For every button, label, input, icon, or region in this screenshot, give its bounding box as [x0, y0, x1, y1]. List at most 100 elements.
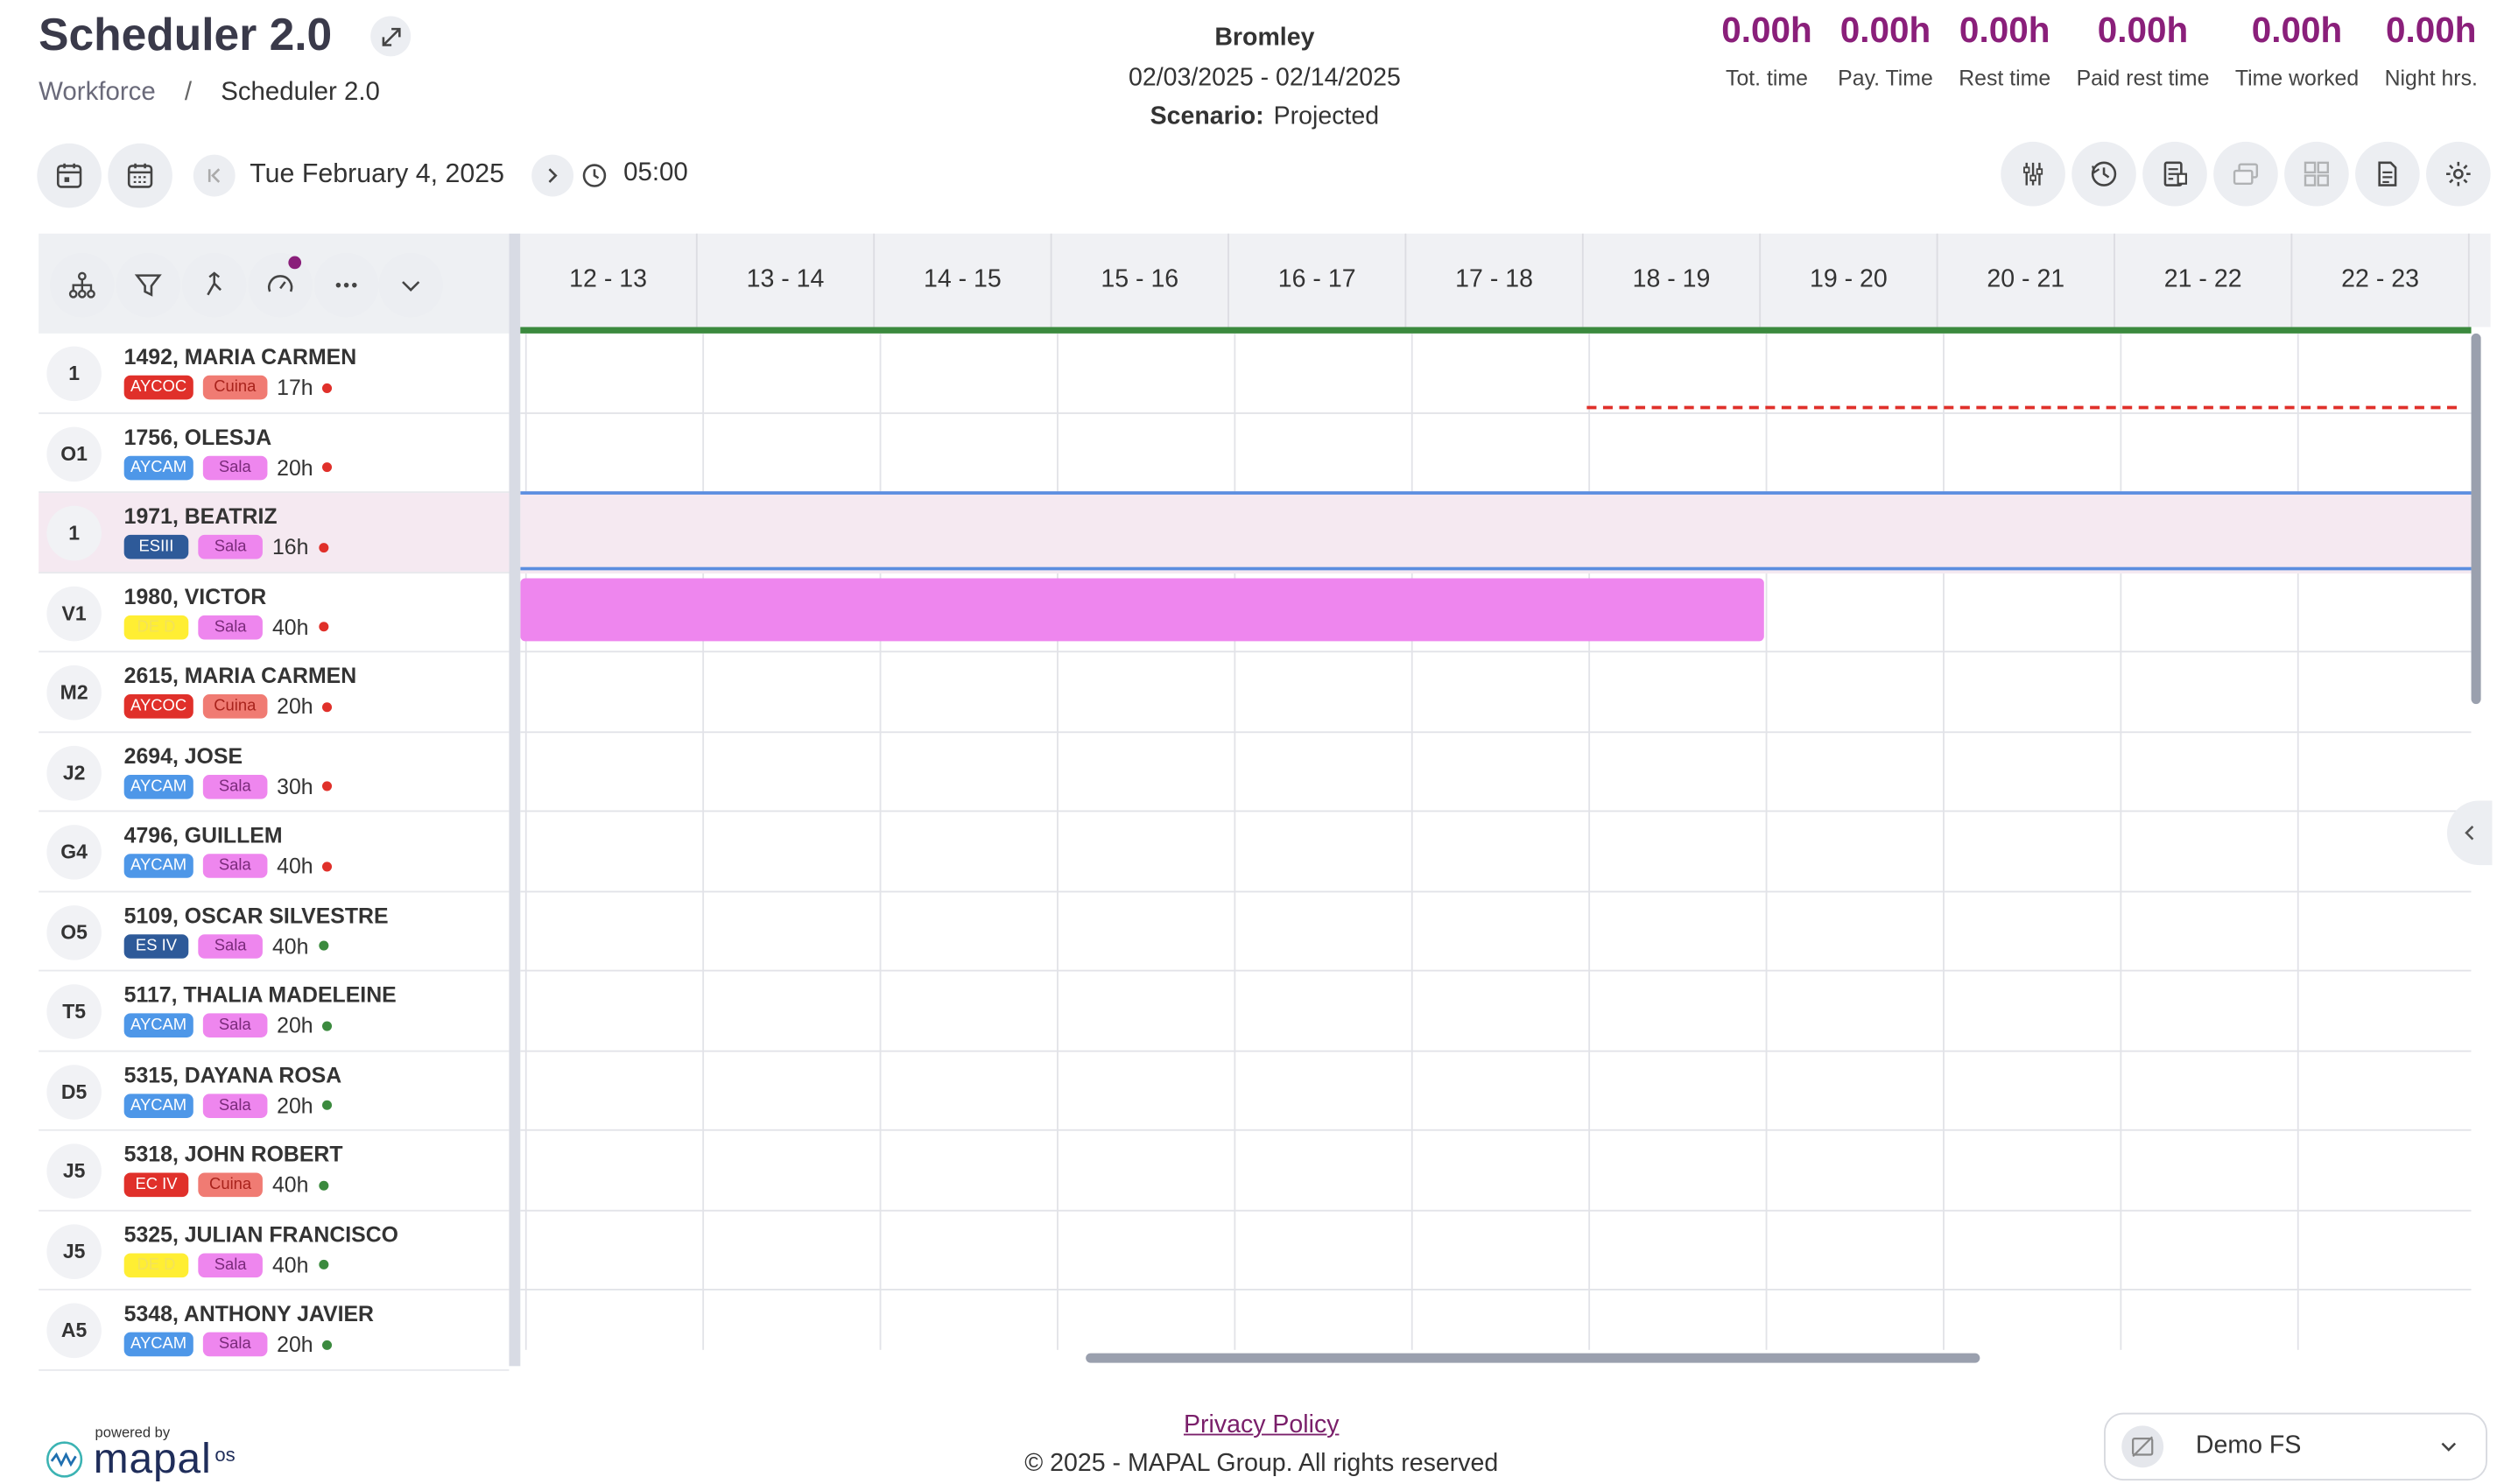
- stat-pay-time: 0.00h Pay. Time: [1838, 10, 1933, 91]
- employee-name: 5348, ANTHONY JAVIER: [123, 1301, 374, 1326]
- chevron-down-icon: [402, 281, 420, 292]
- selection-top-line: [520, 491, 2472, 495]
- collapse-button[interactable]: [378, 252, 443, 318]
- first-day-button[interactable]: [193, 154, 236, 197]
- employee-name: 4796, GUILLEM: [123, 823, 283, 847]
- employee-row[interactable]: J5 5325, JULIAN FRANCISCO DE D Sala 40h: [39, 1211, 510, 1291]
- status-dot: [318, 622, 328, 632]
- schedule-info: Bromley 02/03/2025 - 02/14/2025 Scenario…: [1031, 19, 1499, 137]
- calendar-day-icon: [56, 163, 82, 188]
- expand-icon: [381, 26, 400, 46]
- panel-splitter[interactable]: [509, 233, 521, 1367]
- employee-row[interactable]: J5 5318, JOHN ROBERT EC IV Cuina 40h: [39, 1131, 510, 1211]
- stat-rest-time: 0.00h Rest time: [1959, 10, 2051, 91]
- contract-hours: 40h: [271, 614, 309, 639]
- status-dot: [322, 701, 333, 712]
- status-dot: [322, 1020, 333, 1030]
- role-badge: AYCAM: [123, 1332, 193, 1357]
- status-dot: [318, 1259, 328, 1269]
- hours-header: 12 - 13 13 - 14 14 - 15 15 - 16 16 - 17 17 - …: [520, 233, 2491, 327]
- row-gridline: [520, 890, 2472, 892]
- adjust-button[interactable]: [2001, 141, 2065, 207]
- more-icon: [335, 282, 357, 288]
- employee-meta: DE D Sala 40h: [123, 614, 328, 639]
- employee-row[interactable]: V1 1980, VICTOR DE D Sala 40h: [39, 573, 510, 653]
- employee-row[interactable]: 1 1492, MARIA CARMEN AYCOC Cuina 17h: [39, 334, 510, 413]
- scenario: Scenario: Projected: [1031, 98, 1499, 137]
- filter-button[interactable]: [116, 252, 181, 318]
- section-badge: Sala: [202, 1332, 268, 1357]
- contract-hours: 20h: [277, 1013, 313, 1037]
- shift-block[interactable]: [520, 578, 1764, 642]
- employee-meta: AYCOC Cuina 20h: [123, 694, 333, 719]
- expand-button[interactable]: [370, 16, 411, 57]
- employee-avatar: T5: [46, 984, 102, 1039]
- row-gridline: [520, 969, 2472, 972]
- employee-avatar: G4: [46, 825, 102, 880]
- hour-gridline: [1057, 333, 1059, 1350]
- row-gridline: [520, 1208, 2472, 1211]
- employee-row[interactable]: G4 4796, GUILLEM AYCAM Sala 40h: [39, 812, 510, 892]
- employee-name: 2615, MARIA CARMEN: [123, 664, 357, 688]
- sort-button[interactable]: [181, 252, 247, 318]
- employee-row[interactable]: T5 5117, THALIA MADELEINE AYCAM Sala 20h: [39, 972, 510, 1051]
- vertical-scrollbar[interactable]: [2471, 333, 2481, 705]
- document-button[interactable]: [2355, 141, 2420, 207]
- settings-button[interactable]: [2426, 141, 2491, 207]
- stat-total-time: 0.00h Tot. time: [1721, 10, 1812, 91]
- gear-icon: [2446, 161, 2471, 186]
- logo-suffix: os: [215, 1443, 236, 1466]
- day-view-button[interactable]: [37, 143, 102, 208]
- row-gridline: [520, 651, 2472, 653]
- employee-meta: AYCAM Sala 20h: [123, 1332, 333, 1357]
- report-button[interactable]: [2142, 141, 2207, 207]
- week-view-button[interactable]: [108, 143, 172, 208]
- contract-hours: 20h: [277, 694, 313, 719]
- employee-avatar: D5: [46, 1064, 102, 1119]
- hour-column-header: 12 - 13: [520, 233, 698, 327]
- employee-meta: EC IV Cuina 40h: [123, 1172, 328, 1198]
- employee-row[interactable]: M2 2615, MARIA CARMEN AYCOC Cuina 20h: [39, 652, 510, 733]
- contract-hours: 20h: [277, 1093, 313, 1118]
- employee-row[interactable]: O1 1756, OLESJA AYCAM Sala 20h: [39, 413, 510, 494]
- current-date[interactable]: Tue February 4, 2025: [250, 159, 505, 189]
- chevron-first-icon: [207, 168, 221, 183]
- role-badge: AYCAM: [123, 1093, 193, 1118]
- date-range: 02/03/2025 - 02/14/2025: [1128, 63, 1401, 91]
- section-badge: Cuina: [202, 375, 268, 400]
- hour-column-header: 16 - 17: [1229, 233, 1407, 327]
- employee-row[interactable]: O5 5109, OSCAR SILVESTRE ES IV Sala 40h: [39, 891, 510, 972]
- schedule-body[interactable]: [520, 333, 2472, 1350]
- employee-row[interactable]: D5 5315, DAYANA ROSA AYCAM Sala 20h: [39, 1051, 510, 1131]
- hierarchy-button[interactable]: [50, 252, 115, 318]
- employee-meta: AYCAM Sala 20h: [123, 1013, 333, 1037]
- organization-select[interactable]: Demo FS: [2104, 1412, 2487, 1480]
- employee-row[interactable]: J2 2694, JOSE AYCAM Sala 30h: [39, 732, 510, 812]
- privacy-policy-link[interactable]: Privacy Policy: [1183, 1410, 1340, 1439]
- status-dot: [322, 1100, 333, 1110]
- hour-gridline: [879, 333, 882, 1350]
- employee-row[interactable]: A5 5348, ANTHONY JAVIER AYCAM Sala 20h: [39, 1291, 510, 1370]
- performance-button[interactable]: [248, 252, 313, 318]
- next-day-button[interactable]: [531, 154, 574, 197]
- start-time[interactable]: 05:00: [623, 159, 688, 187]
- hour-column-header: 20 - 21: [1938, 233, 2115, 327]
- employee-name: 1492, MARIA CARMEN: [123, 344, 357, 369]
- grid-view-button[interactable]: [2284, 141, 2349, 207]
- split-arrow-icon: [207, 271, 222, 296]
- employee-avatar: A5: [46, 1303, 102, 1359]
- hour-column-header: 21 - 22: [2115, 233, 2293, 327]
- employee-row[interactable]: 1 1971, BEATRIZ ESIII Sala 16h: [39, 493, 510, 573]
- employee-avatar: J5: [46, 1223, 102, 1279]
- role-badge: ES IV: [123, 933, 189, 958]
- employee-name: 5117, THALIA MADELEINE: [123, 982, 397, 1007]
- breadcrumb-workforce[interactable]: Workforce: [39, 79, 156, 107]
- history-button[interactable]: [2071, 141, 2136, 207]
- side-panel-toggle[interactable]: [2446, 800, 2493, 866]
- copy-button[interactable]: [2213, 141, 2278, 207]
- horizontal-scrollbar[interactable]: [1086, 1353, 1980, 1363]
- role-badge: AYCAM: [123, 454, 193, 480]
- hour-column-header: 13 - 14: [698, 233, 876, 327]
- employee-avatar: O1: [46, 426, 102, 482]
- more-button[interactable]: [313, 252, 379, 318]
